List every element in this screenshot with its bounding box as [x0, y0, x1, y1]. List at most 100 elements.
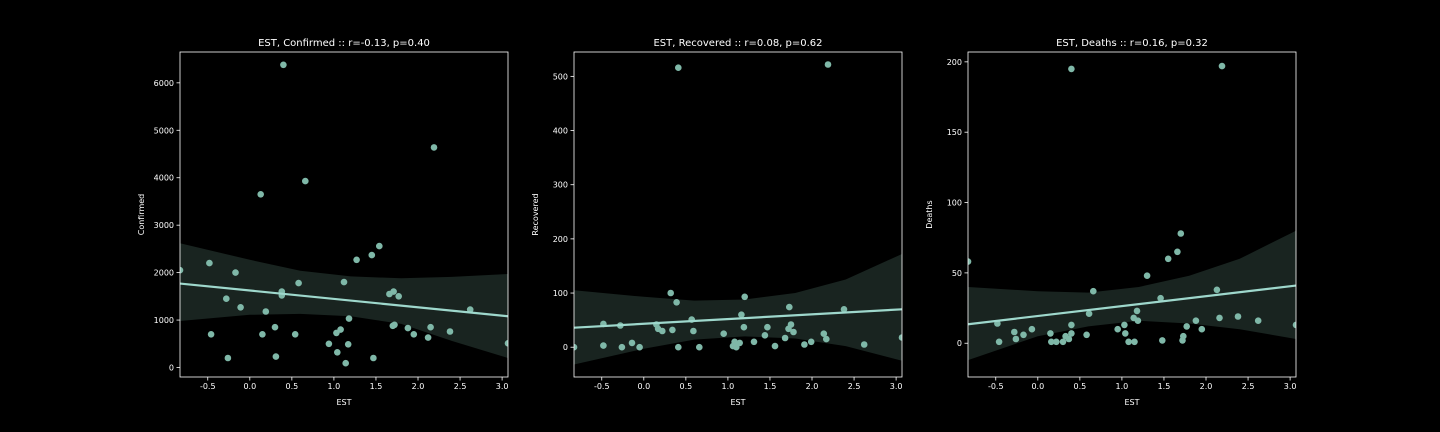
data-point	[295, 279, 302, 287]
data-point	[390, 288, 397, 295]
x-tick-label: 0.0	[243, 382, 256, 391]
x-tick-label: -0.5	[988, 382, 1004, 391]
data-point	[302, 177, 309, 185]
data-point	[823, 335, 830, 343]
data-point	[1012, 335, 1020, 343]
data-point	[272, 353, 280, 360]
x-tick-label: 2.0	[412, 382, 425, 391]
data-point	[1192, 317, 1200, 325]
data-point	[424, 334, 432, 341]
data-point	[257, 191, 265, 198]
y-tick-label: 0	[957, 339, 962, 348]
data-point	[898, 334, 902, 341]
y-tick-label: 1000	[154, 316, 174, 325]
data-point	[1068, 65, 1075, 73]
x-tick-label: 0.5	[1073, 382, 1086, 391]
data-point	[1216, 314, 1223, 322]
data-point	[1122, 330, 1129, 337]
x-tick-label: 0.5	[285, 382, 298, 391]
plot-area	[180, 61, 508, 367]
data-point	[353, 256, 360, 264]
y-tick-label: 0	[563, 343, 568, 352]
data-point	[1048, 338, 1055, 346]
x-tick-label: 0.0	[1031, 382, 1044, 391]
y-tick-label: 100	[553, 289, 568, 298]
chart-title: EST, Deaths :: r=0.16, p=0.32	[1056, 38, 1208, 49]
data-point	[223, 295, 230, 303]
data-point	[667, 289, 674, 297]
chart-title: EST, Confirmed :: r=-0.13, p=0.40	[258, 38, 430, 49]
x-tick-label: 1.5	[370, 382, 383, 391]
x-axis-label: EST	[336, 398, 351, 407]
data-point	[786, 303, 793, 311]
data-point	[781, 334, 789, 342]
x-tick-label: 2.5	[848, 382, 861, 391]
axes-frame	[573, 51, 903, 378]
data-point	[180, 266, 184, 274]
data-point	[427, 323, 434, 331]
data-point	[1180, 332, 1187, 340]
x-tick-label: 1.0	[328, 382, 341, 391]
x-tick-label: 0.0	[637, 382, 650, 391]
y-tick-label: 3000	[154, 221, 174, 230]
data-point	[446, 328, 454, 335]
data-point	[1292, 321, 1296, 329]
x-tick-label: 3.0	[890, 382, 903, 391]
data-point	[690, 327, 697, 335]
data-point	[1065, 335, 1073, 343]
data-point	[1068, 321, 1075, 329]
data-point	[207, 331, 215, 338]
y-tick-label: 200	[947, 58, 962, 67]
data-point	[790, 328, 797, 336]
data-point	[860, 341, 868, 348]
data-point	[824, 61, 832, 68]
x-tick-label: 1.5	[1158, 382, 1171, 391]
x-tick-label: 2.5	[454, 382, 467, 391]
y-tick-label: 100	[947, 199, 962, 208]
regression-line	[180, 282, 508, 318]
data-point	[636, 343, 643, 351]
data-point	[1121, 321, 1128, 329]
data-point	[337, 326, 344, 333]
y-axis-label: Recovered	[531, 193, 540, 235]
data-point	[368, 251, 376, 259]
data-point	[342, 359, 350, 367]
data-point	[1059, 338, 1067, 346]
data-point	[262, 308, 270, 315]
data-point	[1157, 294, 1164, 302]
x-axis-label: EST	[1124, 398, 1139, 407]
data-point	[410, 331, 418, 338]
data-point	[1213, 286, 1221, 294]
x-tick-label: 2.5	[1242, 382, 1255, 391]
data-point	[771, 342, 779, 350]
data-point	[344, 341, 352, 348]
data-point	[764, 323, 771, 331]
chart-panel-1: -0.5 0.0 0.5 1.0 1.5 2.0 2.5 3.0 0 1000 2000 3000 40…	[137, 38, 508, 407]
data-point	[334, 349, 341, 356]
y-tick-label: 2000	[154, 269, 174, 278]
data-point	[673, 299, 680, 306]
x-tick-label: 3.0	[1284, 382, 1297, 391]
data-point	[1164, 255, 1172, 263]
y-tick-label: 5000	[154, 126, 174, 135]
data-point	[696, 343, 703, 351]
plot-area	[574, 61, 902, 365]
data-point	[1159, 337, 1166, 344]
x-tick-label: 1.0	[1116, 382, 1129, 391]
axes-frame	[967, 51, 1297, 378]
y-tick-label: 50	[952, 269, 962, 278]
chart-panel-2: -0.5 0.0 0.5 1.0 1.5 2.0 2.5 3.0 0 100 200 300 400 50…	[531, 38, 903, 407]
y-tick-label: 300	[553, 181, 568, 190]
data-point	[807, 338, 815, 346]
data-point	[738, 311, 745, 319]
confidence-band	[574, 254, 902, 365]
data-point	[404, 324, 412, 332]
data-point	[1177, 230, 1185, 237]
data-point	[224, 354, 232, 362]
data-point	[801, 341, 808, 348]
data-point	[574, 343, 578, 351]
data-point	[1090, 287, 1097, 295]
data-point	[618, 343, 626, 351]
data-point	[1114, 325, 1121, 333]
data-point	[736, 339, 743, 347]
